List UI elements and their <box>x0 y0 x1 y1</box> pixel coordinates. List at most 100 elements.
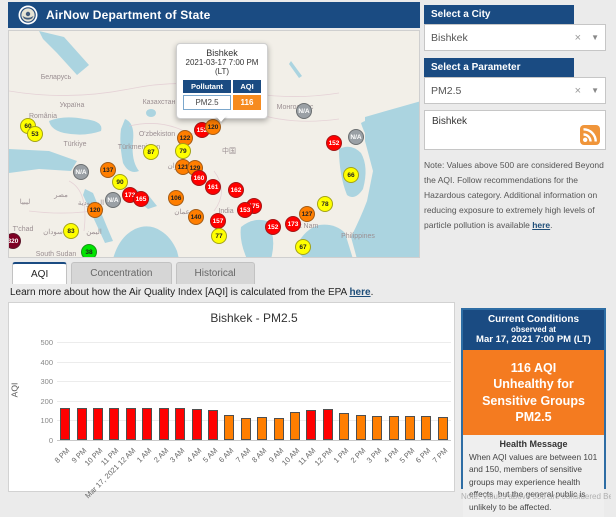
learn-more-here-link[interactable]: here <box>349 287 370 298</box>
popup-datetime: 2021-03-17 7:00 PM <box>181 58 263 67</box>
chart-gridline <box>57 440 451 441</box>
popup-aqi-value: 116 <box>233 95 261 110</box>
current-conditions-header: Current Conditions observed at Mar 17, 2… <box>463 310 604 350</box>
chart-bar <box>109 408 119 440</box>
popup-timezone: (LT) <box>181 67 263 76</box>
learn-more-text: Learn more about how the Air Quality Ind… <box>10 287 373 298</box>
aqi-map-marker[interactable]: 78 <box>317 196 333 212</box>
map-place-label: Philippines <box>323 233 393 240</box>
aqi-map-marker[interactable]: 87 <box>143 144 159 160</box>
popup-pollutant-value: PM2.5 <box>183 95 231 110</box>
map-place-label: 中国 <box>194 146 264 156</box>
aqi-map-marker[interactable]: 120 <box>87 202 103 218</box>
aqi-map-marker[interactable]: 173 <box>285 216 301 232</box>
chart-bar <box>421 416 431 440</box>
chart-bar <box>241 418 251 440</box>
aqi-map-marker[interactable]: 83 <box>63 223 79 239</box>
map-place-label: Беларусь <box>21 74 91 81</box>
aqi-map-marker[interactable]: N/A <box>105 192 121 208</box>
aqi-map-marker[interactable]: 38 <box>81 244 97 258</box>
chart-bar <box>389 416 399 440</box>
chart-bar <box>224 415 234 440</box>
chart-bar <box>339 413 349 440</box>
chart-gridline <box>57 381 451 382</box>
tab-historical[interactable]: Historical <box>176 262 255 284</box>
chart-bar <box>290 412 300 440</box>
map-place-label: Україна <box>37 102 107 109</box>
aqi-map-marker[interactable]: 140 <box>188 209 204 225</box>
aqi-map-marker[interactable]: 127 <box>299 206 315 222</box>
current-aqi-value: 116 AQI <box>469 360 598 376</box>
city-clear-icon[interactable]: × <box>575 32 581 44</box>
aqi-map-marker[interactable]: 106 <box>168 190 184 206</box>
health-message-text: When AQI values are between 101 and 150,… <box>469 451 598 513</box>
popup-col-pollutant: Pollutant <box>183 80 231 93</box>
health-message-title: Health Message <box>469 439 598 449</box>
health-message-box: Health Message When AQI values are betwe… <box>463 435 604 517</box>
chart-y-tick: 200 <box>27 397 53 406</box>
conditions-observed-at: observed at <box>465 325 602 334</box>
select-parameter-title: Select a Parameter <box>431 62 521 73</box>
chart-y-tick: 300 <box>27 377 53 386</box>
chart-gridline <box>57 362 451 363</box>
popup-table: Pollutant AQI PM2.5 116 <box>181 78 263 112</box>
parameter-chevron-down-icon[interactable]: ▼ <box>591 86 599 95</box>
truncated-bottom-note: Note: Values above 500 are considered Be… <box>461 492 611 500</box>
aqi-map-marker[interactable]: 79 <box>175 143 191 159</box>
aqi-map-marker[interactable]: 67 <box>295 239 311 255</box>
select-city-header: Select a City <box>424 5 574 24</box>
current-aqi-box: 116 AQI Unhealthy for Sensitive Groups P… <box>463 350 604 435</box>
aqi-map-marker[interactable]: 53 <box>27 126 43 142</box>
sidebar-note-here-link[interactable]: here <box>532 220 550 230</box>
aqi-map-marker[interactable]: 66 <box>343 167 359 183</box>
sidebar-note-text: Note: Values above 500 are considered Be… <box>424 160 604 230</box>
chart-plot-area: 01002003004005008 PM9 PM10 PM11 PMMar 17… <box>9 303 456 493</box>
chart-bar <box>175 408 185 440</box>
parameter-clear-icon[interactable]: × <box>575 85 581 97</box>
chart-y-tick: 100 <box>27 416 53 425</box>
select-city-title: Select a City <box>431 9 490 20</box>
app-header: AirNow Department of State <box>8 2 420 28</box>
chart-bar <box>60 408 70 440</box>
chart-bar <box>356 415 366 440</box>
aqi-map-marker[interactable]: N/A <box>348 129 364 145</box>
chart-bar <box>93 408 103 440</box>
chart-bar <box>306 410 316 440</box>
aqi-map-marker[interactable]: 162 <box>228 182 244 198</box>
sidebar-note: Note: Values above 500 are considered Be… <box>424 158 608 232</box>
chart-bar <box>372 416 382 440</box>
rss-icon[interactable] <box>580 125 600 145</box>
aqi-map-marker[interactable]: 152 <box>326 135 342 151</box>
chart-gridline <box>57 401 451 402</box>
popup-caret <box>215 115 227 122</box>
chart-bar <box>438 417 448 440</box>
map-popup: Bishkek 2021-03-17 7:00 PM (LT) Pollutan… <box>176 43 268 119</box>
tab-concentration[interactable]: Concentration <box>71 262 171 284</box>
aqi-map-marker[interactable]: 157 <box>210 213 226 229</box>
map-place-label: Türkiye <box>40 141 110 148</box>
parameter-select-value: PM2.5 <box>431 85 575 97</box>
conditions-title: Current Conditions <box>465 314 602 325</box>
feed-box: Bishkek <box>424 110 606 150</box>
tab-bar: AQI Concentration Historical <box>12 262 255 284</box>
map-place-label: Türkmenistan <box>104 144 174 151</box>
city-select[interactable]: Bishkek × ▼ <box>424 24 606 51</box>
aqi-map[interactable]: БеларусьУкраїнаRomâniaTürkiyeКазахстанO'… <box>8 30 420 258</box>
chart-bar <box>77 408 87 440</box>
city-chevron-down-icon[interactable]: ▼ <box>591 33 599 42</box>
chart-bar <box>274 418 284 440</box>
aqi-map-marker[interactable]: N/A <box>296 103 312 119</box>
parameter-select[interactable]: PM2.5 × ▼ <box>424 77 606 104</box>
aqi-map-marker[interactable]: 152 <box>265 219 281 235</box>
aqi-map-marker[interactable]: 165 <box>133 191 149 207</box>
chart-y-tick: 400 <box>27 358 53 367</box>
app-title: AirNow Department of State <box>46 8 211 22</box>
chart-bar <box>323 409 333 440</box>
state-department-seal-icon <box>18 5 38 25</box>
aqi-map-marker[interactable]: N/A <box>73 164 89 180</box>
popup-col-aqi: AQI <box>233 80 261 93</box>
aqi-map-marker[interactable]: 77 <box>211 228 227 244</box>
aqi-map-marker[interactable]: 161 <box>205 179 221 195</box>
tab-aqi[interactable]: AQI <box>12 262 67 284</box>
aqi-map-marker[interactable]: 153 <box>237 202 253 218</box>
